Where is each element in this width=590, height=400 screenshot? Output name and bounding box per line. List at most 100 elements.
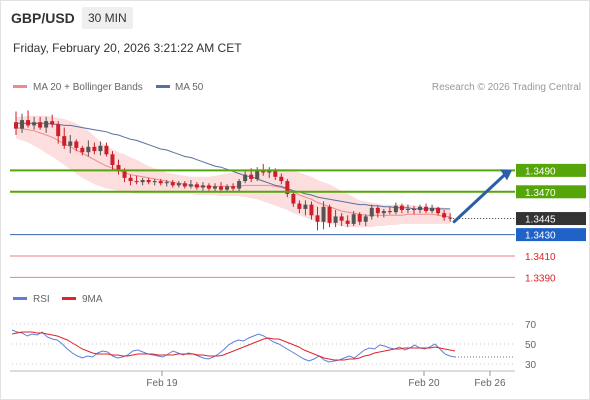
candle-body [50, 121, 55, 125]
candle-body [249, 174, 254, 179]
candle-body [62, 136, 67, 146]
candle-body [237, 181, 242, 189]
rsi-tick-label: 70 [525, 320, 537, 331]
candle-body [303, 204, 308, 209]
resistance-label-bg [516, 163, 586, 177]
rsi-tick-label: 30 [525, 360, 537, 371]
candle-body [405, 208, 410, 210]
candle-body [375, 207, 380, 214]
candle-body [14, 122, 18, 129]
candle-body [176, 183, 181, 186]
candle-body [164, 182, 169, 184]
candle-body [44, 121, 49, 128]
rsi-legend-label: RSI [33, 294, 50, 305]
candle-body [243, 174, 248, 182]
candle-body [424, 206, 429, 212]
candle-body [92, 146, 97, 152]
chart-header: GBP/USD 30 MIN [0, 0, 590, 36]
symbol-title: GBP/USD [11, 10, 75, 26]
rsi-legend-swatch [13, 297, 27, 300]
pivot-label: 1.3430 [525, 231, 556, 242]
candle-body [26, 120, 31, 126]
ma9-legend-label: 9MA [82, 294, 103, 305]
candle-body [387, 211, 392, 213]
support-label: 1.3410 [525, 252, 556, 263]
candle-body [206, 185, 211, 189]
candle-body [182, 183, 187, 187]
candle-body [430, 207, 435, 212]
ma20-legend-label: MA 20 + Bollinger Bands [33, 82, 143, 93]
candle-body [399, 205, 404, 210]
candle-body [128, 177, 133, 182]
candle-body [194, 184, 199, 188]
candle-body [309, 204, 314, 216]
x-tick-label: Feb 19 [146, 378, 178, 389]
candle-body [267, 170, 272, 173]
candle-body [98, 145, 103, 152]
bollinger-band [16, 115, 451, 228]
candle-body [74, 141, 79, 148]
ma20-legend-swatch [13, 85, 27, 88]
candle-body [442, 213, 447, 218]
candle-body [104, 145, 109, 155]
current-price-label: 1.3445 [525, 215, 556, 226]
x-tick-label: Feb 20 [408, 378, 440, 389]
candle-body [56, 124, 61, 137]
candle-body [38, 122, 43, 128]
candle-body [436, 207, 441, 214]
candle-body [339, 216, 344, 221]
candle-body [122, 171, 127, 178]
candle-body [116, 165, 121, 172]
resistance-label-bg [516, 185, 586, 199]
candle-body [152, 181, 157, 183]
candle-body [418, 206, 423, 210]
current-price-label-bg [516, 212, 586, 226]
candle-body [170, 182, 175, 186]
rsi-ma-line [11, 331, 456, 361]
candle-body [200, 185, 205, 188]
support-label: 1.3390 [525, 273, 556, 284]
candle-body [315, 215, 320, 222]
candle-body [448, 217, 453, 219]
candle-body [357, 214, 362, 222]
candle-body [393, 205, 398, 213]
candle-body [297, 203, 302, 209]
candle-body [146, 180, 151, 183]
candle-body [140, 180, 145, 183]
candle-body [411, 208, 416, 210]
candle-body [219, 186, 224, 190]
candle-body [369, 207, 374, 217]
ma50-legend-label: MA 50 [175, 82, 204, 93]
candle-body [291, 193, 296, 204]
candle-body [381, 211, 386, 214]
forecast-arrow-head [500, 169, 512, 181]
candle-body [255, 170, 260, 179]
timeframe-button[interactable]: 30 MIN [82, 7, 133, 29]
candle-body [333, 216, 338, 223]
candle-body [188, 184, 193, 187]
chart-datetime: Friday, February 20, 2026 3:21:22 AM CET [13, 41, 242, 55]
candle-body [225, 186, 230, 190]
pivot-label-bg [516, 228, 586, 242]
candle-body [231, 186, 236, 189]
ma9-legend-swatch [62, 297, 76, 300]
candle-body [285, 181, 290, 194]
candle-body [279, 176, 284, 182]
candle-body [351, 214, 356, 224]
candle-body [86, 146, 91, 153]
candle-body [321, 206, 326, 222]
candle-body [327, 206, 332, 223]
resistance-label: 1.3470 [525, 188, 556, 199]
rsi-line [11, 329, 456, 363]
forecast-arrow-shaft [452, 173, 506, 224]
candle-body [68, 141, 73, 146]
resistance-label: 1.3490 [525, 166, 556, 177]
candle-body [261, 170, 266, 173]
candle-body [158, 181, 163, 184]
candle-body [345, 220, 350, 224]
candle-body [32, 122, 37, 126]
candle-body [363, 216, 368, 222]
candle-body [110, 154, 115, 166]
candle-body [273, 170, 278, 177]
